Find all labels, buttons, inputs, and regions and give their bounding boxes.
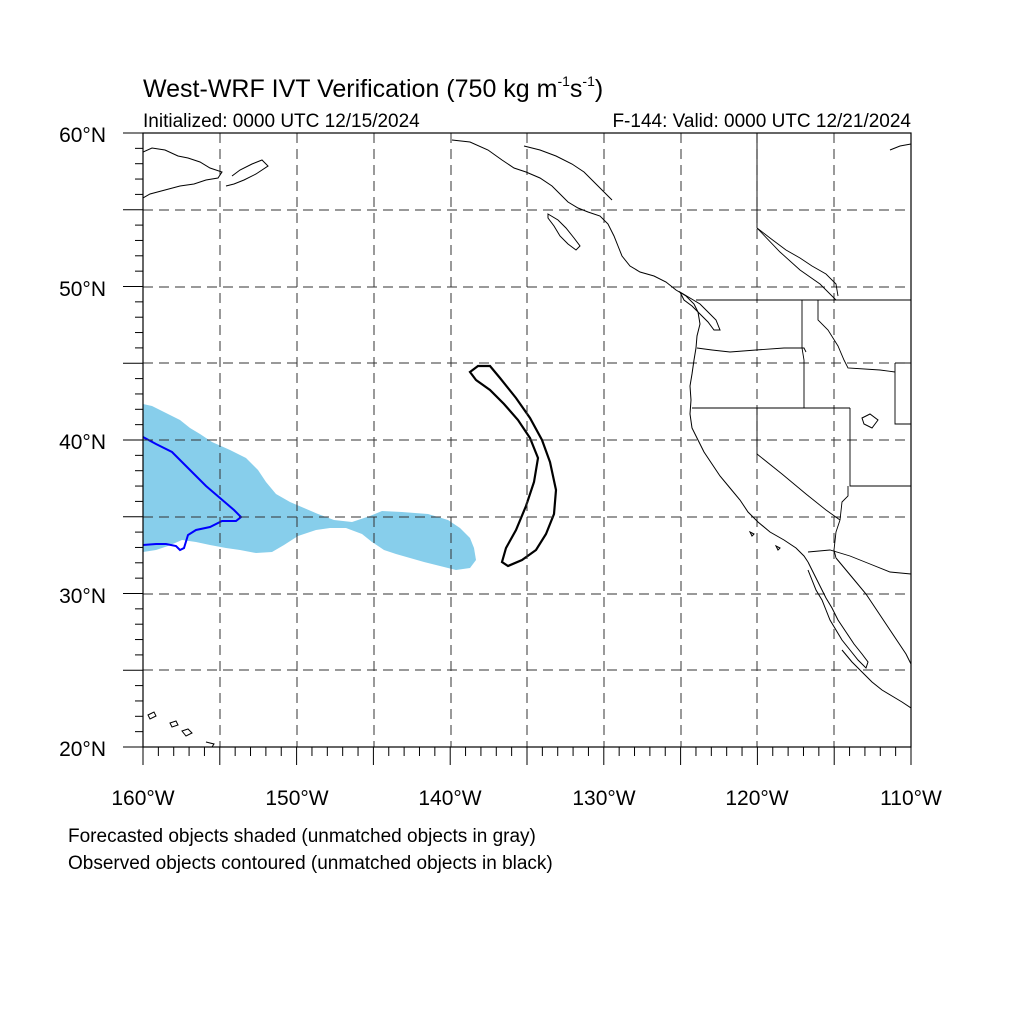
observed-matched-contour [143, 436, 243, 552]
lat-label-50n: 50°N [59, 278, 106, 301]
title-exponent-2: -1 [582, 73, 595, 89]
lon-label-160w: 160°W [111, 787, 175, 810]
graticule [143, 133, 911, 747]
footnote-observed: Observed objects contoured (unmatched ob… [68, 853, 553, 874]
lon-label-120w: 120°W [725, 787, 789, 810]
lon-label-130w: 130°W [572, 787, 636, 810]
lat-label-60n: 60°N [59, 124, 106, 147]
lon-label-110w: 110°W [880, 787, 942, 810]
lat-label-20n: 20°N [59, 738, 106, 761]
observed-unmatched-contour [468, 364, 558, 568]
lat-label-30n: 30°N [59, 585, 106, 608]
map-title: West-WRF IVT Verification (750 kg m-1s-1… [143, 74, 603, 102]
title-unit-s: s [569, 75, 583, 103]
initialized-time: Initialized: 0000 UTC 12/15/2024 [143, 111, 420, 132]
title-close: ) [594, 75, 604, 103]
valid-time: F-144: Valid: 0000 UTC 12/21/2024 [612, 111, 911, 132]
lon-label-150w: 150°W [265, 787, 329, 810]
title-main: West-WRF IVT Verification (750 kg m [143, 75, 558, 103]
axis-ticks [123, 132, 912, 765]
lon-label-140w: 140°W [418, 787, 482, 810]
title-exponent-1: -1 [557, 73, 570, 89]
coastlines [143, 139, 911, 747]
forecast-ivt-object [143, 404, 476, 570]
footnote-forecast: Forecasted objects shaded (unmatched obj… [68, 826, 536, 847]
political-borders [692, 133, 911, 575]
lat-label-40n: 40°N [59, 431, 106, 454]
